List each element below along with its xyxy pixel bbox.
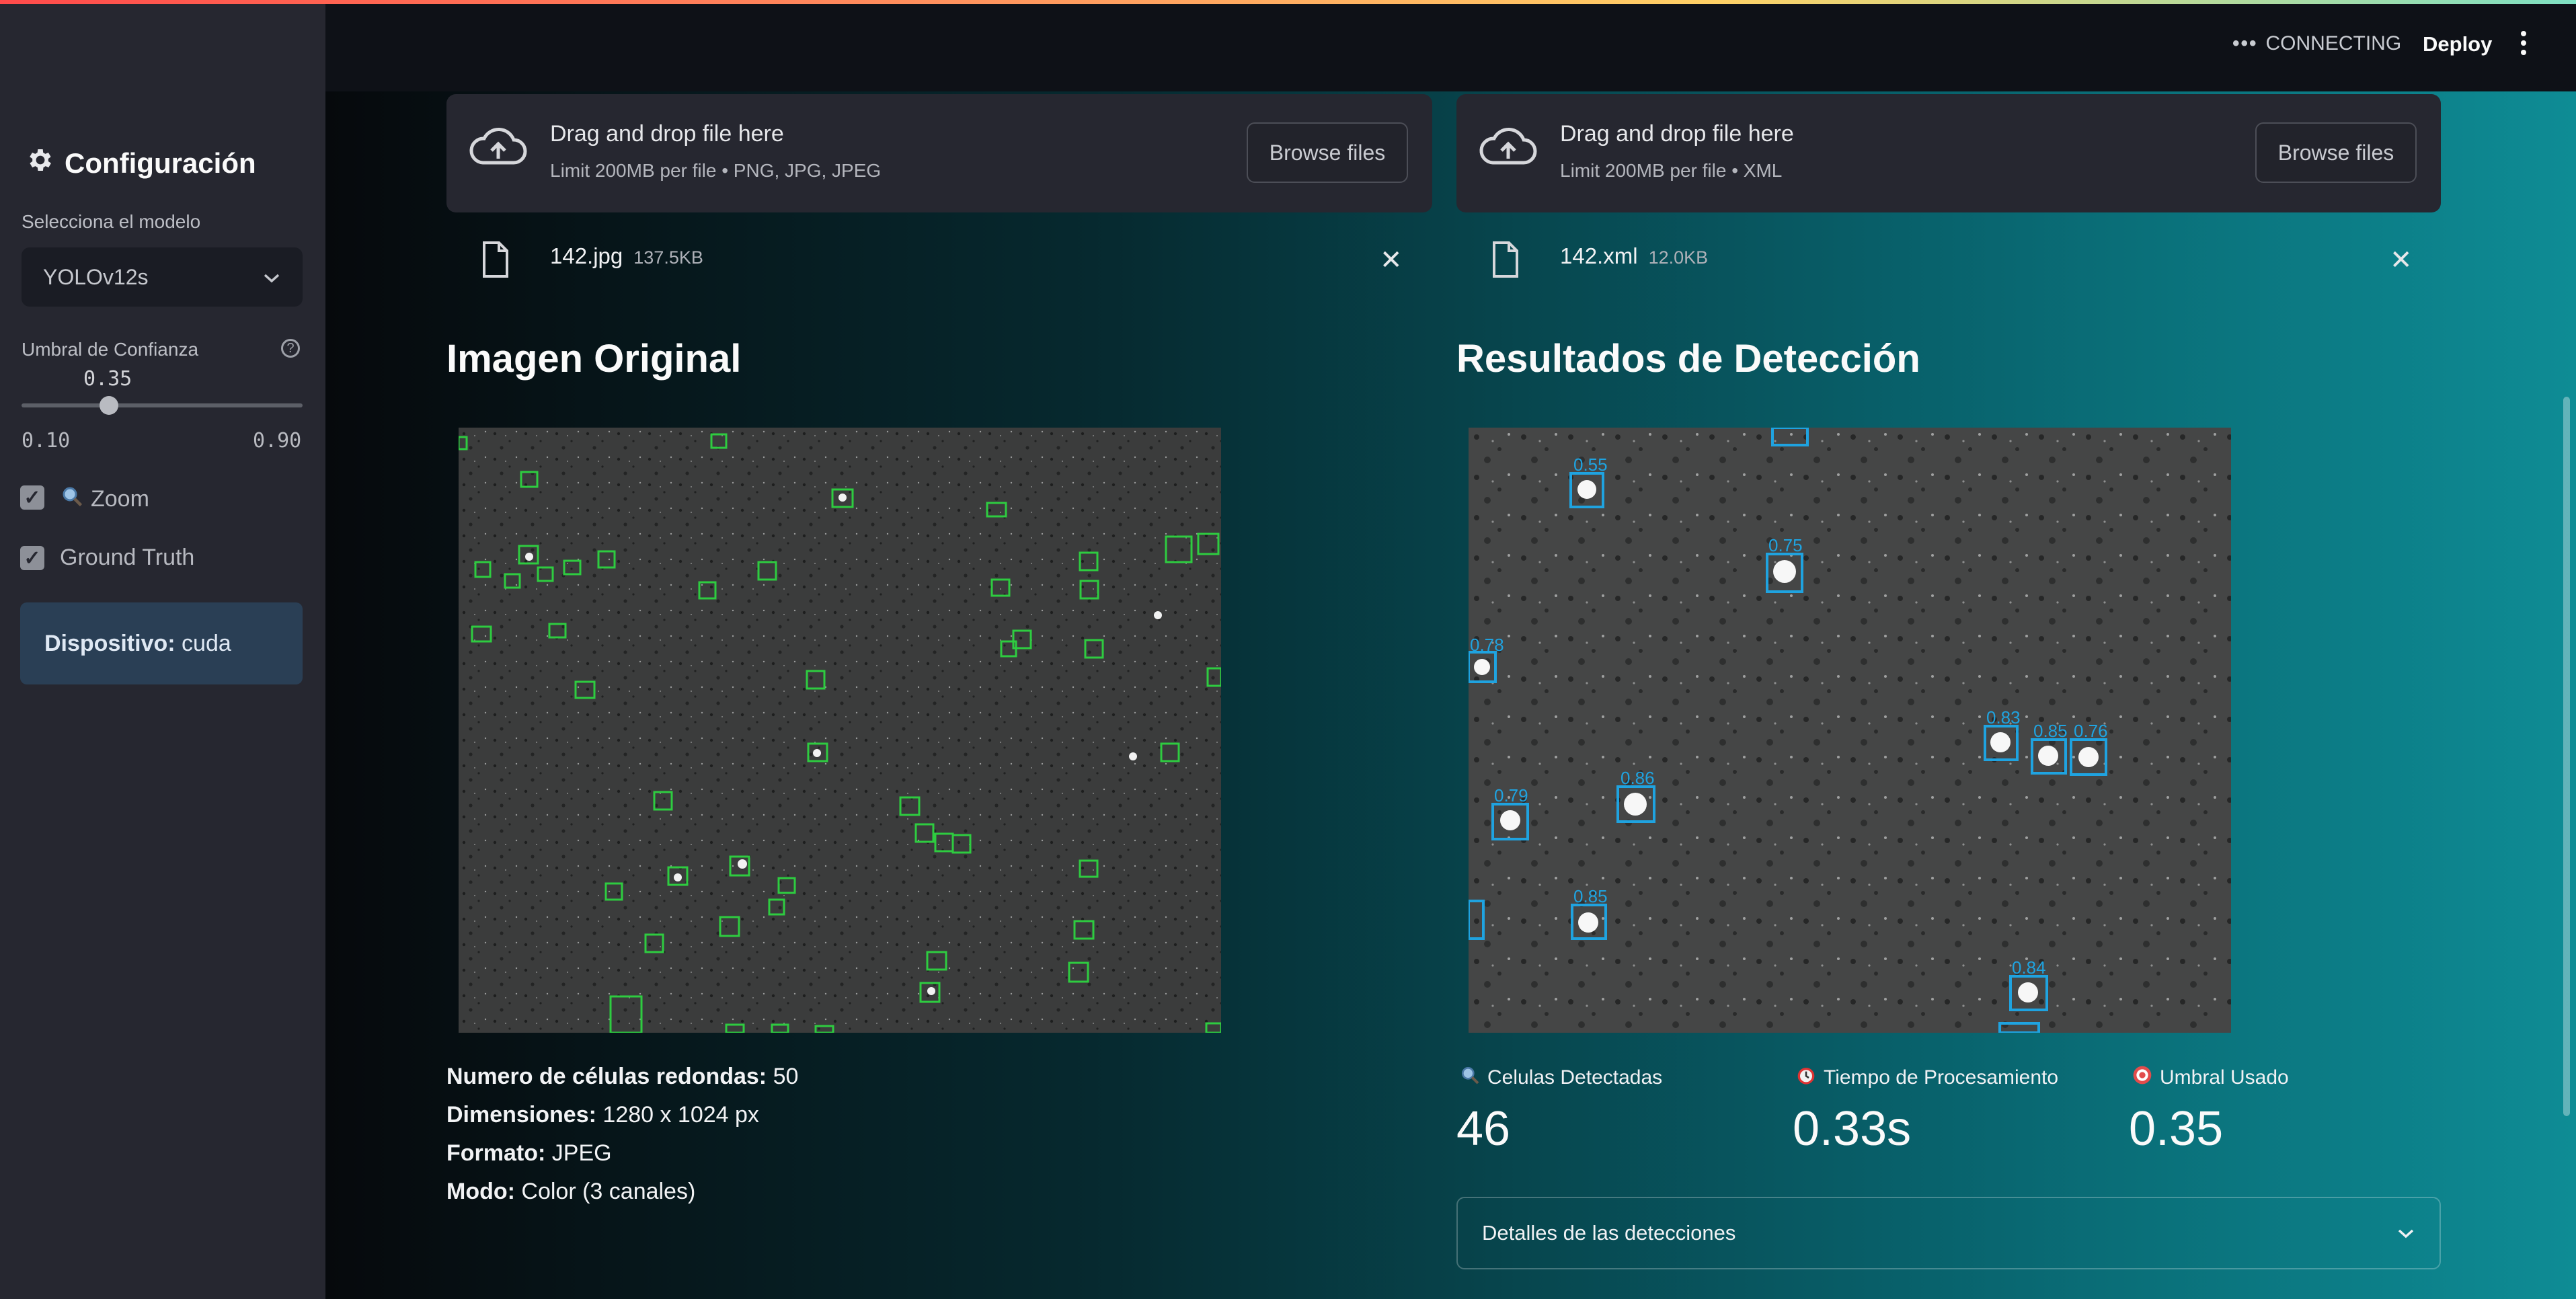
top-header [325,4,2576,91]
chevron-down-icon [262,265,281,290]
info-value: 1280 x 1024 px [602,1102,759,1128]
model-select[interactable]: YOLOv12s [22,247,303,307]
ground-truth-label: Ground Truth [60,545,195,570]
uploaded-file-name: 142.xml 12.0KB [1560,243,1708,269]
close-icon[interactable]: ✕ [2390,245,2413,275]
detection-confidence-label: 0.55 [1573,455,1608,475]
original-image [459,428,1221,1033]
file-icon [1491,241,1520,282]
file-size: 12.0KB [1648,247,1709,268]
metric-label-text: Umbral Usado [2160,1066,2289,1089]
file-icon [481,241,510,282]
uploader-limit: Limit 200MB per file • XML [1560,160,1783,181]
info-key: Dimensiones: [446,1102,596,1128]
threshold-slider-track[interactable] [22,403,303,407]
info-key: Modo: [446,1179,515,1204]
image-uploader[interactable]: Drag and drop file here Limit 200MB per … [446,94,1432,212]
metric-threshold-label: Umbral Usado [2132,1064,2289,1091]
info-value: JPEG [551,1140,612,1166]
detection-confidence-label: 0.78 [1470,635,1504,655]
detection-confidence-label: 0.75 [1768,535,1803,555]
info-key: Formato: [446,1140,546,1166]
browse-files-button[interactable]: Browse files [1247,122,1408,183]
file-name: 142.jpg [550,243,623,268]
info-format: Formato: JPEG [446,1140,612,1167]
metric-label-text: Celulas Detectadas [1487,1066,1663,1089]
file-name: 142.xml [1560,243,1638,268]
target-icon [2132,1064,2153,1091]
magnifier-icon [1459,1064,1481,1091]
sidebar-title-text: Configuración [65,147,256,179]
metric-label-text: Tiempo de Procesamiento [1824,1066,2059,1089]
threshold-slider-thumb[interactable] [100,396,118,415]
metric-detected-label: Celulas Detectadas [1459,1064,1662,1091]
zoom-checkbox[interactable]: ✓ [20,485,44,510]
help-icon[interactable]: ? [281,339,300,358]
connection-status: ••• CONNECTING [2232,32,2401,55]
alarm-clock-icon [1795,1064,1817,1091]
deploy-button[interactable]: Deploy [2423,32,2493,56]
sidebar-title: Configuración [26,145,256,182]
info-value: 50 [773,1064,799,1089]
uploader-limit: Limit 200MB per file • PNG, JPG, JPEG [550,160,882,181]
detection-image: 0.55 0.75 0.78 0.83 0.85 0.76 0.86 0.79 0.85 0.84 [1469,428,2231,1033]
zoom-label: Zoom [60,484,149,514]
top-decoration-line [0,0,2576,4]
detection-confidence-label: 0.85 [1573,886,1608,906]
sidebar: Configuración Selecciona el modelo YOLOv… [0,4,326,1299]
threshold-value: 0.35 [83,367,132,391]
uploader-title: Drag and drop file here [550,121,784,147]
device-info-box: Dispositivo: cuda [20,602,303,684]
dots-icon: ••• [2232,32,2258,54]
magnifier-icon [60,484,84,514]
info-value: Color (3 canales) [521,1179,696,1204]
model-select-value: YOLOv12s [43,264,149,289]
zoom-label-text: Zoom [91,486,149,512]
original-image-heading: Imagen Original [446,337,742,381]
detection-confidence-label: 0.86 [1621,768,1655,788]
gear-icon [26,145,55,182]
detections-details-expander[interactable]: Detalles de las detecciones [1456,1197,2441,1269]
expander-label: Detalles de las detecciones [1482,1221,1736,1245]
device-key: Dispositivo: [44,630,175,656]
info-mode: Modo: Color (3 canales) [446,1179,695,1205]
main-menu-icon[interactable] [2519,28,2528,58]
threshold-min: 0.10 [22,429,71,452]
close-icon[interactable]: ✕ [1380,245,1403,275]
xml-uploader[interactable]: Drag and drop file here Limit 200MB per … [1456,94,2441,212]
threshold-max: 0.90 [253,429,302,452]
browse-files-button[interactable]: Browse files [2255,122,2417,183]
chevron-down-icon [2396,1221,2415,1245]
device-value: cuda [182,630,231,656]
info-key: Numero de células redondas: [446,1064,767,1089]
metric-threshold-value: 0.35 [2129,1102,2224,1156]
model-select-label: Selecciona el modelo [22,211,201,232]
main-scrollbar[interactable] [2563,397,2570,1116]
connection-status-text: CONNECTING [2265,32,2402,54]
detection-confidence-label: 0.85 [2033,721,2068,741]
detection-confidence-label: 0.76 [2074,721,2108,741]
detection-confidence-label: 0.79 [1494,785,1528,805]
cloud-upload-icon [1479,126,1537,173]
detection-results-heading: Resultados de Detección [1456,337,1920,381]
threshold-label: Umbral de Confianza [22,339,199,360]
metric-time-label: Tiempo de Procesamiento [1795,1064,2058,1091]
metric-time-value: 0.33s [1793,1102,1912,1156]
cloud-upload-icon [469,126,527,173]
uploaded-file-name: 142.jpg 137.5KB [550,243,703,269]
metric-detected-value: 46 [1456,1102,1511,1156]
detection-confidence-label: 0.83 [1986,707,2021,727]
info-dimensions: Dimensiones: 1280 x 1024 px [446,1102,759,1128]
detection-confidence-label: 0.84 [2012,957,2046,978]
info-cells: Numero de células redondas: 50 [446,1064,798,1090]
uploader-title: Drag and drop file here [1560,121,1794,147]
file-size: 137.5KB [633,247,703,268]
ground-truth-checkbox[interactable]: ✓ [20,546,44,570]
